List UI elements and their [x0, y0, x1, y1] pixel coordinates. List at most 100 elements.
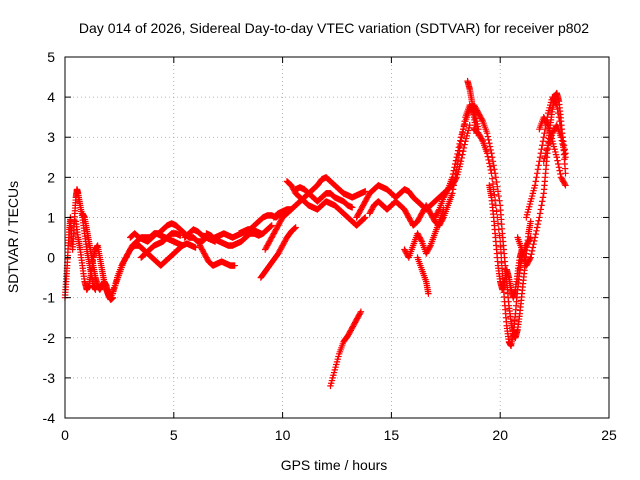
- data-point: [459, 151, 466, 158]
- data-point: [562, 170, 569, 177]
- data-point: [533, 170, 541, 177]
- x-tick-label: 25: [601, 427, 617, 443]
- data-point: [539, 142, 546, 149]
- data-point: [561, 150, 568, 158]
- data-point: [498, 259, 505, 267]
- data-point: [559, 140, 566, 148]
- data-point: [486, 163, 494, 170]
- data-point: [489, 154, 496, 161]
- data-point: [531, 237, 538, 245]
- data-point: [478, 116, 486, 124]
- data-point: [489, 158, 497, 165]
- data-point: [531, 234, 539, 241]
- series-t28: [540, 121, 569, 165]
- data-point: [554, 105, 561, 113]
- data-point: [485, 136, 492, 144]
- data-point: [435, 207, 442, 214]
- x-tick-label: 15: [384, 427, 400, 443]
- x-tick-label: 5: [170, 427, 178, 443]
- plot-frame: [64, 56, 610, 419]
- data-point: [460, 148, 467, 155]
- data-point: [426, 243, 434, 251]
- data-point: [267, 222, 275, 230]
- data-point: [527, 218, 534, 225]
- data-point: [192, 244, 199, 251]
- data-point: [456, 140, 463, 148]
- data-point: [555, 160, 562, 168]
- data-point: [534, 166, 542, 173]
- data-point: [534, 220, 542, 228]
- data-point: [555, 109, 562, 117]
- axis-ticks: 0 5 10 15 20 25 -4 -3 -2 -1 0 1 2 3 4 5: [43, 49, 617, 443]
- data-point: [444, 187, 451, 194]
- data-point: [489, 175, 496, 182]
- data-point: [536, 154, 544, 161]
- data-point: [532, 178, 539, 185]
- data-point: [536, 214, 543, 221]
- data-point: [357, 308, 365, 315]
- data-point: [268, 222, 275, 229]
- data-point: [540, 134, 547, 141]
- data-point: [491, 196, 499, 204]
- data-point: [560, 147, 568, 154]
- data-point: [360, 215, 368, 222]
- data-point: [486, 143, 494, 150]
- data-point: [535, 217, 542, 224]
- y-tick-label: -1: [43, 290, 56, 306]
- series-t14: [283, 178, 369, 229]
- y-axis-label: SDTVAR / TECUs: [5, 181, 21, 293]
- data-point: [529, 244, 537, 251]
- y-tick-label: 4: [47, 89, 55, 105]
- data-point: [536, 210, 544, 217]
- data-point: [488, 170, 495, 177]
- data-point: [526, 255, 534, 263]
- series-t24: [486, 182, 526, 301]
- data-point: [454, 150, 461, 158]
- data-point: [555, 113, 563, 121]
- data-point: [453, 154, 460, 161]
- data-point: [553, 101, 560, 109]
- data-point: [267, 223, 274, 231]
- data-point: [562, 182, 569, 189]
- data-point: [538, 202, 545, 209]
- data-point: [539, 138, 547, 145]
- data-point: [527, 254, 534, 261]
- data-point: [555, 164, 563, 171]
- data-point: [486, 140, 493, 147]
- series-t5: [127, 230, 186, 249]
- data-point: [495, 192, 502, 200]
- data-point: [478, 136, 486, 144]
- data-point: [526, 235, 534, 243]
- data-point: [361, 214, 368, 222]
- y-tick-label: -2: [43, 330, 56, 346]
- data-point: [528, 251, 535, 258]
- data-point: [494, 220, 502, 227]
- data-point: [538, 146, 545, 153]
- series-t4: [109, 240, 199, 297]
- series-t20: [414, 254, 432, 297]
- data-point: [349, 204, 356, 211]
- y-tick-label: -3: [43, 370, 56, 386]
- x-axis-label: GPS time / hours: [281, 457, 388, 473]
- data-point: [362, 214, 369, 221]
- series-t16: [327, 308, 365, 390]
- data-point: [533, 227, 540, 235]
- data-point: [531, 182, 539, 189]
- data-point: [483, 130, 491, 137]
- series-t15: [292, 184, 356, 211]
- y-tick-label: 1: [47, 209, 55, 225]
- data-point: [557, 170, 564, 178]
- data-point: [552, 100, 560, 107]
- y-tick-label: 3: [47, 129, 55, 145]
- series-t19: [401, 206, 447, 261]
- data-point: [417, 236, 425, 244]
- data-point: [492, 202, 500, 209]
- data-point: [484, 133, 492, 140]
- data-point: [291, 224, 299, 232]
- y-tick-label: 5: [47, 49, 55, 65]
- series-t11: [257, 224, 299, 281]
- series-t6: [137, 230, 184, 261]
- data-point: [554, 157, 561, 164]
- data-point: [231, 262, 238, 269]
